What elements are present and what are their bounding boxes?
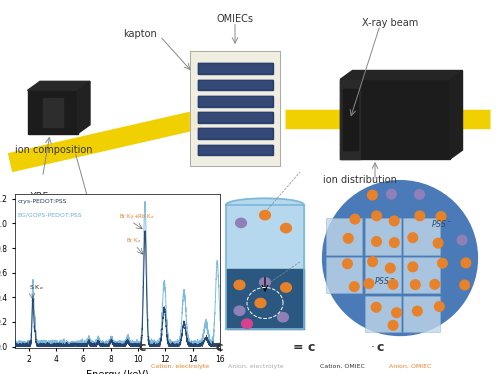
- Circle shape: [408, 233, 418, 242]
- Text: c: c: [216, 341, 224, 354]
- Circle shape: [350, 214, 360, 224]
- Text: S K$_{α}$: S K$_{α}$: [28, 283, 44, 292]
- Text: PSS$^-$: PSS$^-$: [431, 218, 452, 229]
- Text: X-ray beam: X-ray beam: [362, 18, 418, 28]
- Circle shape: [278, 313, 288, 322]
- Bar: [404, 296, 440, 332]
- Polygon shape: [198, 112, 272, 123]
- Polygon shape: [198, 128, 272, 139]
- Polygon shape: [198, 96, 272, 107]
- Circle shape: [412, 306, 422, 316]
- Text: Cation, electrolyte: Cation, electrolyte: [151, 364, 210, 369]
- Bar: [364, 296, 401, 332]
- Circle shape: [434, 238, 443, 248]
- Text: SDD: SDD: [364, 191, 386, 202]
- Circle shape: [368, 190, 377, 200]
- Polygon shape: [226, 205, 304, 269]
- Bar: [364, 257, 401, 293]
- Circle shape: [234, 306, 245, 315]
- Bar: [326, 218, 362, 255]
- Circle shape: [415, 211, 424, 221]
- Circle shape: [414, 190, 424, 199]
- Circle shape: [436, 212, 446, 221]
- Circle shape: [234, 280, 245, 289]
- Circle shape: [280, 223, 291, 233]
- Bar: [364, 218, 401, 255]
- Polygon shape: [450, 71, 462, 159]
- Circle shape: [390, 238, 399, 247]
- Text: OMIECs: OMIECs: [216, 15, 254, 24]
- Polygon shape: [42, 98, 62, 126]
- Text: = c: = c: [294, 341, 316, 354]
- Polygon shape: [226, 269, 304, 329]
- Text: Anion, OMIEC: Anion, OMIEC: [389, 364, 431, 369]
- Text: kapton: kapton: [123, 29, 157, 39]
- Bar: [404, 257, 440, 293]
- Circle shape: [388, 279, 398, 289]
- Polygon shape: [190, 50, 280, 166]
- Circle shape: [242, 319, 252, 328]
- Circle shape: [388, 321, 398, 330]
- Text: ion distribution: ion distribution: [322, 175, 396, 186]
- Polygon shape: [340, 71, 462, 80]
- Circle shape: [386, 263, 395, 273]
- Circle shape: [434, 302, 444, 311]
- Circle shape: [386, 189, 396, 199]
- Circle shape: [458, 235, 467, 245]
- Polygon shape: [340, 80, 360, 159]
- Circle shape: [438, 258, 448, 268]
- Text: Br K$_{β}$+Rb K$_{α}$: Br K$_{β}$+Rb K$_{α}$: [119, 213, 154, 223]
- Circle shape: [344, 233, 353, 243]
- Bar: [404, 218, 440, 255]
- X-axis label: Energy (keV): Energy (keV): [86, 370, 149, 374]
- Text: ion composition: ion composition: [15, 145, 92, 154]
- Circle shape: [392, 308, 402, 318]
- Text: EG/GOPS-PEDOT:PSS: EG/GOPS-PEDOT:PSS: [18, 213, 82, 218]
- Circle shape: [364, 279, 374, 288]
- Polygon shape: [198, 145, 272, 156]
- Circle shape: [255, 298, 266, 308]
- Circle shape: [460, 280, 469, 290]
- Polygon shape: [226, 198, 304, 205]
- Circle shape: [236, 218, 246, 227]
- Text: Anion, electrolyte: Anion, electrolyte: [228, 364, 283, 369]
- Polygon shape: [28, 91, 78, 134]
- Circle shape: [372, 237, 382, 246]
- Text: Br K$_{α}$: Br K$_{α}$: [126, 236, 142, 245]
- Text: Cation, OMIEC: Cation, OMIEC: [320, 364, 366, 369]
- Text: c: c: [377, 341, 384, 354]
- Circle shape: [280, 283, 291, 292]
- Text: XRF: XRF: [30, 191, 49, 202]
- Circle shape: [410, 280, 420, 289]
- Polygon shape: [198, 80, 272, 91]
- Text: ·: ·: [209, 341, 213, 354]
- Bar: [326, 257, 362, 293]
- Circle shape: [368, 257, 378, 267]
- Circle shape: [260, 278, 270, 287]
- Polygon shape: [340, 80, 450, 159]
- Circle shape: [372, 211, 382, 221]
- Circle shape: [430, 279, 440, 289]
- Circle shape: [372, 303, 381, 312]
- Text: c: c: [138, 341, 146, 354]
- Text: crys-PEDOT:PSS: crys-PEDOT:PSS: [18, 199, 67, 204]
- Circle shape: [322, 181, 478, 335]
- Circle shape: [390, 216, 399, 226]
- Text: PSS$^-$: PSS$^-$: [374, 275, 396, 286]
- Polygon shape: [78, 82, 90, 134]
- Circle shape: [408, 262, 418, 272]
- Polygon shape: [28, 82, 90, 91]
- Circle shape: [461, 258, 470, 268]
- Polygon shape: [342, 89, 357, 150]
- Polygon shape: [198, 63, 272, 74]
- Circle shape: [342, 259, 352, 269]
- Circle shape: [350, 282, 359, 291]
- Circle shape: [260, 211, 270, 220]
- Text: ·: ·: [371, 341, 375, 354]
